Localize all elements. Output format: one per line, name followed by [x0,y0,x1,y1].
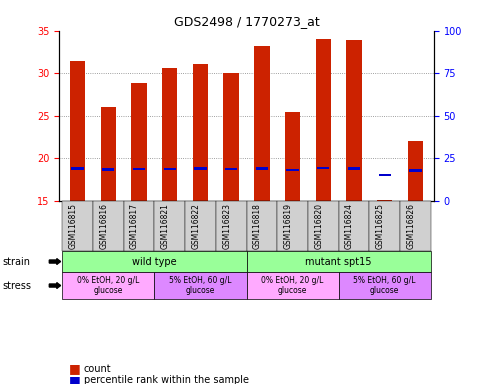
Text: GSM116815: GSM116815 [69,203,77,249]
Bar [193,64,208,201]
Text: GSM116818: GSM116818 [253,203,262,249]
Bar [346,40,362,201]
Bar [133,168,145,170]
Text: 0% EtOH, 20 g/L
glucose: 0% EtOH, 20 g/L glucose [77,276,140,295]
Text: ■: ■ [69,362,81,375]
Bar [254,46,270,201]
Bar [286,169,299,171]
Bar [256,167,268,170]
Bar [131,83,147,201]
Bar [70,61,85,201]
Bar [71,167,84,170]
Bar [317,167,329,169]
Text: strain: strain [2,257,31,266]
Text: ■: ■ [69,374,81,384]
Text: GDS2498 / 1770273_at: GDS2498 / 1770273_at [174,15,319,28]
Text: mutant spt15: mutant spt15 [305,257,372,266]
Bar [225,168,237,170]
Text: percentile rank within the sample: percentile rank within the sample [84,375,249,384]
Text: GSM116820: GSM116820 [314,203,323,249]
Text: 5% EtOH, 60 g/L
glucose: 5% EtOH, 60 g/L glucose [353,276,416,295]
Text: GSM116822: GSM116822 [191,203,201,249]
Bar [379,174,391,176]
Text: 0% EtOH, 20 g/L
glucose: 0% EtOH, 20 g/L glucose [261,276,324,295]
Bar [101,108,116,201]
Bar [348,167,360,170]
Text: GSM116826: GSM116826 [406,203,416,249]
Text: count: count [84,364,111,374]
Bar [377,200,392,201]
Bar [164,168,176,170]
Text: GSM116825: GSM116825 [376,203,385,249]
Bar [408,141,423,201]
Text: stress: stress [2,281,32,291]
Bar [316,39,331,201]
Bar [285,112,300,201]
Text: GSM116823: GSM116823 [222,203,231,249]
Text: GSM116821: GSM116821 [161,203,170,249]
Bar [223,73,239,201]
Text: GSM116817: GSM116817 [130,203,139,249]
Bar [194,167,207,170]
Text: GSM116816: GSM116816 [99,203,108,249]
Bar [162,68,177,201]
Bar [409,169,422,172]
Text: 5% EtOH, 60 g/L
glucose: 5% EtOH, 60 g/L glucose [169,276,232,295]
Text: GSM116824: GSM116824 [345,203,354,249]
Text: GSM116819: GSM116819 [283,203,292,249]
Text: wild type: wild type [132,257,176,266]
Bar [102,168,114,171]
